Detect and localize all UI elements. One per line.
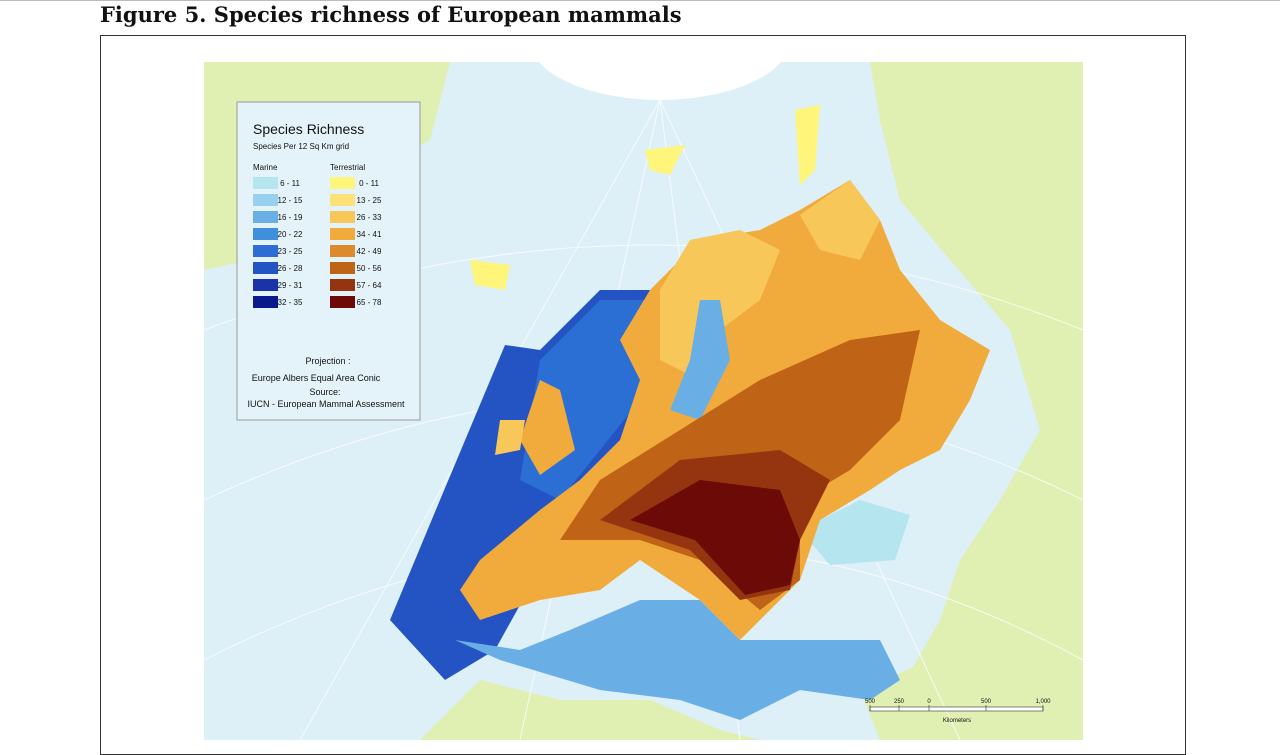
legend-label: 20 - 22 xyxy=(278,230,303,239)
legend-label: 6 - 11 xyxy=(280,179,300,188)
legend-swatch xyxy=(253,262,278,274)
projection-cutout xyxy=(539,62,781,100)
top-rule xyxy=(0,0,1280,1)
novaya-zemlya xyxy=(795,105,820,185)
projection-label: Projection : xyxy=(305,356,350,366)
legend-label: 29 - 31 xyxy=(278,281,303,290)
legend-swatch xyxy=(253,177,278,189)
legend-swatch xyxy=(330,177,355,189)
legend-label: 12 - 15 xyxy=(278,196,303,205)
legend-subtitle: Species Per 12 Sq Km grid xyxy=(253,142,349,151)
ireland xyxy=(495,420,525,455)
legend-swatch xyxy=(253,228,278,240)
legend-swatch xyxy=(253,245,278,257)
carpathians xyxy=(630,480,800,595)
black-sea xyxy=(800,500,910,565)
legend-swatch xyxy=(253,279,278,291)
legend-label: 42 - 49 xyxy=(357,247,382,256)
legend-label: 65 - 78 xyxy=(357,298,382,307)
legend-swatch xyxy=(330,296,355,308)
legend-title: Species Richness xyxy=(253,121,364,137)
legend-label: 13 - 25 xyxy=(357,196,382,205)
legend-swatch xyxy=(330,228,355,240)
legend-label: 26 - 28 xyxy=(278,264,303,273)
legend-swatch xyxy=(330,245,355,257)
scale-label: 0 xyxy=(927,699,931,705)
middle-east-land xyxy=(860,640,1083,740)
figure-title: Figure 5. Species richness of European m… xyxy=(100,2,682,27)
scale-unit: Kilometers xyxy=(943,718,971,724)
legend-label: 34 - 41 xyxy=(357,230,382,239)
north-russia xyxy=(800,180,880,260)
legend-label: 23 - 25 xyxy=(278,247,303,256)
legend-swatch xyxy=(330,262,355,274)
legend-label: 57 - 64 xyxy=(357,281,382,290)
legend-swatch xyxy=(330,194,355,206)
scale-label: 500 xyxy=(865,699,876,705)
projection: Europe Albers Equal Area Conic xyxy=(252,373,381,383)
legend-heading: Terrestrial xyxy=(330,163,365,172)
asia-land xyxy=(870,62,1083,740)
legend-swatch xyxy=(253,211,278,223)
source: IUCN - European Mammal Assessment xyxy=(247,399,405,409)
legend-label: 32 - 35 xyxy=(278,298,303,307)
source-label: Source: xyxy=(309,387,340,397)
legend-swatch xyxy=(330,279,355,291)
great-britain xyxy=(520,380,575,475)
legend-swatch xyxy=(253,296,278,308)
legend-label: 50 - 56 xyxy=(357,264,382,273)
legend-label: 26 - 33 xyxy=(357,213,382,222)
mediterranean-marine xyxy=(455,600,900,720)
scale-label: 500 xyxy=(981,699,992,705)
scale-bar-body xyxy=(869,706,1044,712)
scale-label: 1,000 xyxy=(1035,699,1051,705)
legend-box xyxy=(236,101,421,421)
iceland xyxy=(470,260,510,290)
legend-swatch xyxy=(253,194,278,206)
africa-land xyxy=(420,680,760,740)
legend-heading: Marine xyxy=(253,163,278,172)
legend-label: 16 - 19 xyxy=(278,213,303,222)
svalbard xyxy=(645,145,685,175)
legend-label: 0 - 11 xyxy=(359,179,379,188)
baltic-sea xyxy=(670,300,730,420)
scale-label: 250 xyxy=(894,699,905,705)
legend-swatch xyxy=(330,211,355,223)
